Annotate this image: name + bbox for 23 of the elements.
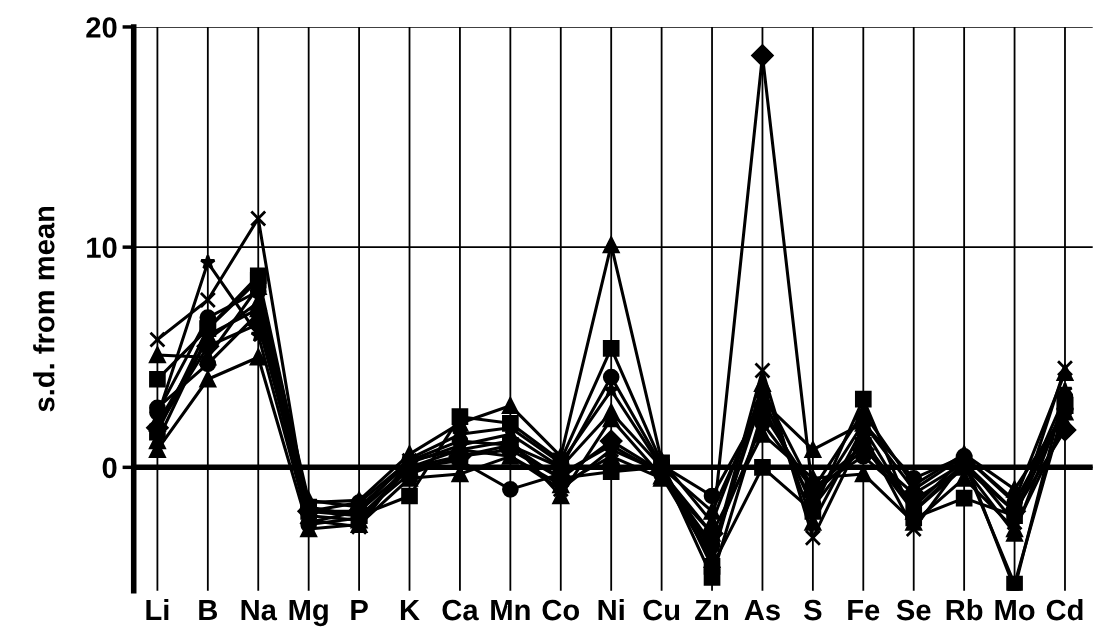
x-tick-label: Mn	[491, 600, 530, 621]
x-tick-label: Mg	[289, 599, 328, 627]
x-tick-label: Rb	[946, 598, 983, 621]
x-tick-label: P	[351, 600, 368, 621]
x-tick-label: Cd	[1046, 598, 1083, 621]
x-tick-label: S	[803, 599, 822, 621]
y-tick-label: 10	[87, 237, 117, 259]
x-tick-label: As	[744, 600, 780, 621]
x-tick-label: B	[199, 600, 218, 621]
x-tick-label: Mo	[995, 600, 1035, 621]
x-tick-label: Na	[241, 600, 278, 621]
x-tick-label: Ca	[442, 599, 479, 621]
x-tick-label: Co	[542, 599, 580, 621]
x-tick-label: K	[400, 600, 420, 621]
x-tick-label: Cu	[643, 599, 680, 621]
y-tick-label: 20	[86, 17, 117, 38]
x-tick-label: Ni	[598, 598, 624, 621]
x-tick-label: Se	[896, 599, 931, 621]
y-tick-label: 0	[102, 457, 117, 479]
x-tick-label: Zn	[695, 600, 729, 621]
x-tick-label: Li	[146, 598, 169, 621]
y-axis-title: s.d. from mean	[33, 206, 55, 412]
x-tick-label: Fe	[848, 600, 880, 621]
